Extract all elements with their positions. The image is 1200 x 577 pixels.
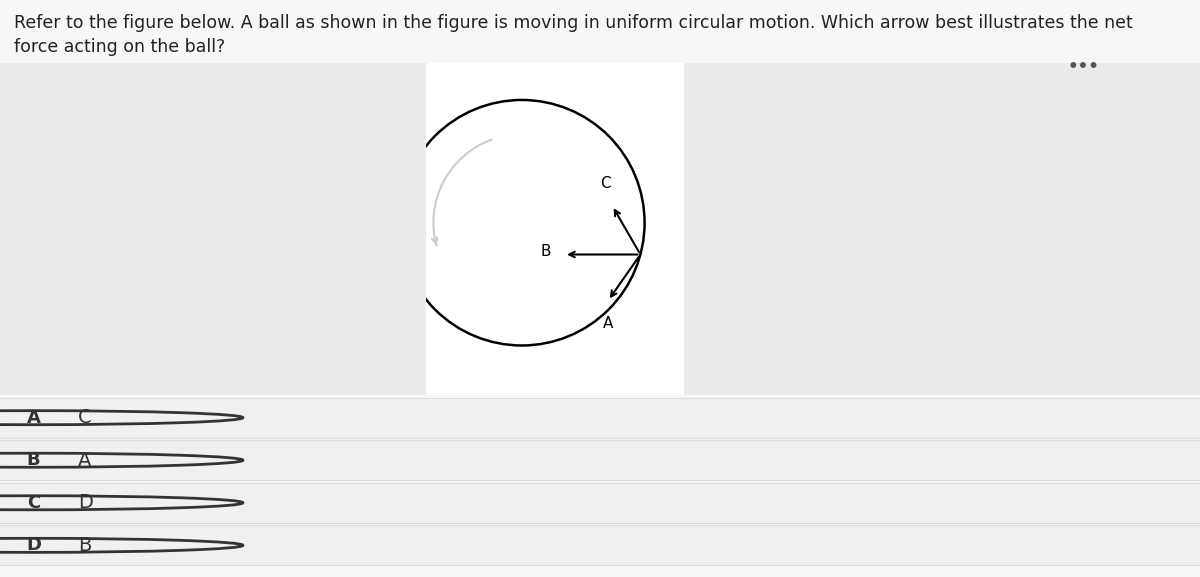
Text: A: A [78, 451, 91, 470]
Text: D: D [728, 243, 740, 258]
Text: Refer to the figure below. A ball as shown in the figure is moving in uniform ci: Refer to the figure below. A ball as sho… [14, 14, 1133, 32]
Text: force acting on the ball?: force acting on the ball? [14, 38, 226, 55]
Text: C: C [600, 176, 611, 191]
Text: A: A [602, 316, 613, 331]
Text: D: D [78, 493, 92, 512]
Text: C: C [78, 408, 91, 427]
Text: A: A [26, 409, 41, 426]
Text: D: D [26, 537, 41, 554]
Text: B: B [78, 536, 91, 555]
Text: B: B [26, 451, 41, 469]
Text: B: B [540, 243, 551, 258]
Text: •••: ••• [1068, 58, 1100, 76]
Text: C: C [26, 494, 41, 512]
